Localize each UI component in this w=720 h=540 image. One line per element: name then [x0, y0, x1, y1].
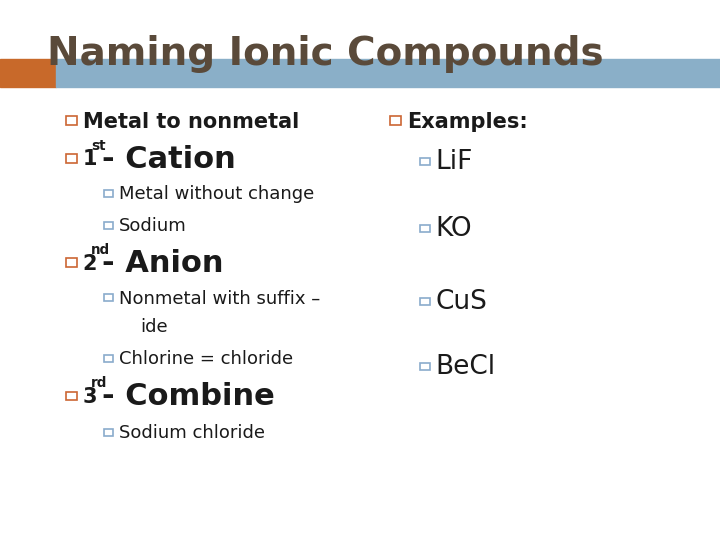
- Bar: [66, 392, 77, 400]
- Bar: [104, 429, 113, 436]
- Bar: [66, 116, 77, 125]
- Text: KO: KO: [436, 217, 472, 242]
- Text: 3: 3: [83, 387, 97, 407]
- Text: 1: 1: [83, 149, 97, 170]
- Text: nd: nd: [91, 243, 110, 257]
- Text: BeCl: BeCl: [436, 354, 496, 380]
- Text: 2: 2: [83, 253, 97, 274]
- Text: Metal without change: Metal without change: [119, 185, 314, 204]
- Bar: [420, 298, 430, 305]
- Bar: [56, 59, 720, 87]
- Bar: [420, 225, 430, 232]
- Bar: [66, 258, 77, 267]
- Text: LiF: LiF: [436, 149, 473, 175]
- Text: Sodium chloride: Sodium chloride: [119, 424, 265, 442]
- Text: Metal to nonmetal: Metal to nonmetal: [83, 111, 299, 132]
- Bar: [104, 190, 113, 197]
- Text: - Anion: - Anion: [102, 249, 223, 278]
- Bar: [66, 154, 77, 163]
- Text: Nonmetal with suffix –: Nonmetal with suffix –: [119, 289, 320, 308]
- Text: Examples:: Examples:: [407, 111, 528, 132]
- Bar: [0, 59, 56, 87]
- Text: - Cation: - Cation: [102, 145, 235, 174]
- Text: - Combine: - Combine: [102, 382, 274, 411]
- Bar: [420, 363, 430, 370]
- Bar: [390, 116, 401, 125]
- Text: Naming Ionic Compounds: Naming Ionic Compounds: [47, 35, 603, 73]
- Text: Chlorine = chloride: Chlorine = chloride: [119, 350, 293, 368]
- Bar: [104, 294, 113, 301]
- Bar: [420, 158, 430, 165]
- Bar: [104, 355, 113, 362]
- Text: ide: ide: [140, 318, 168, 336]
- Text: Sodium: Sodium: [119, 217, 186, 235]
- Text: st: st: [91, 139, 106, 153]
- Bar: [104, 221, 113, 228]
- Text: CuS: CuS: [436, 289, 487, 315]
- Text: rd: rd: [91, 376, 107, 390]
